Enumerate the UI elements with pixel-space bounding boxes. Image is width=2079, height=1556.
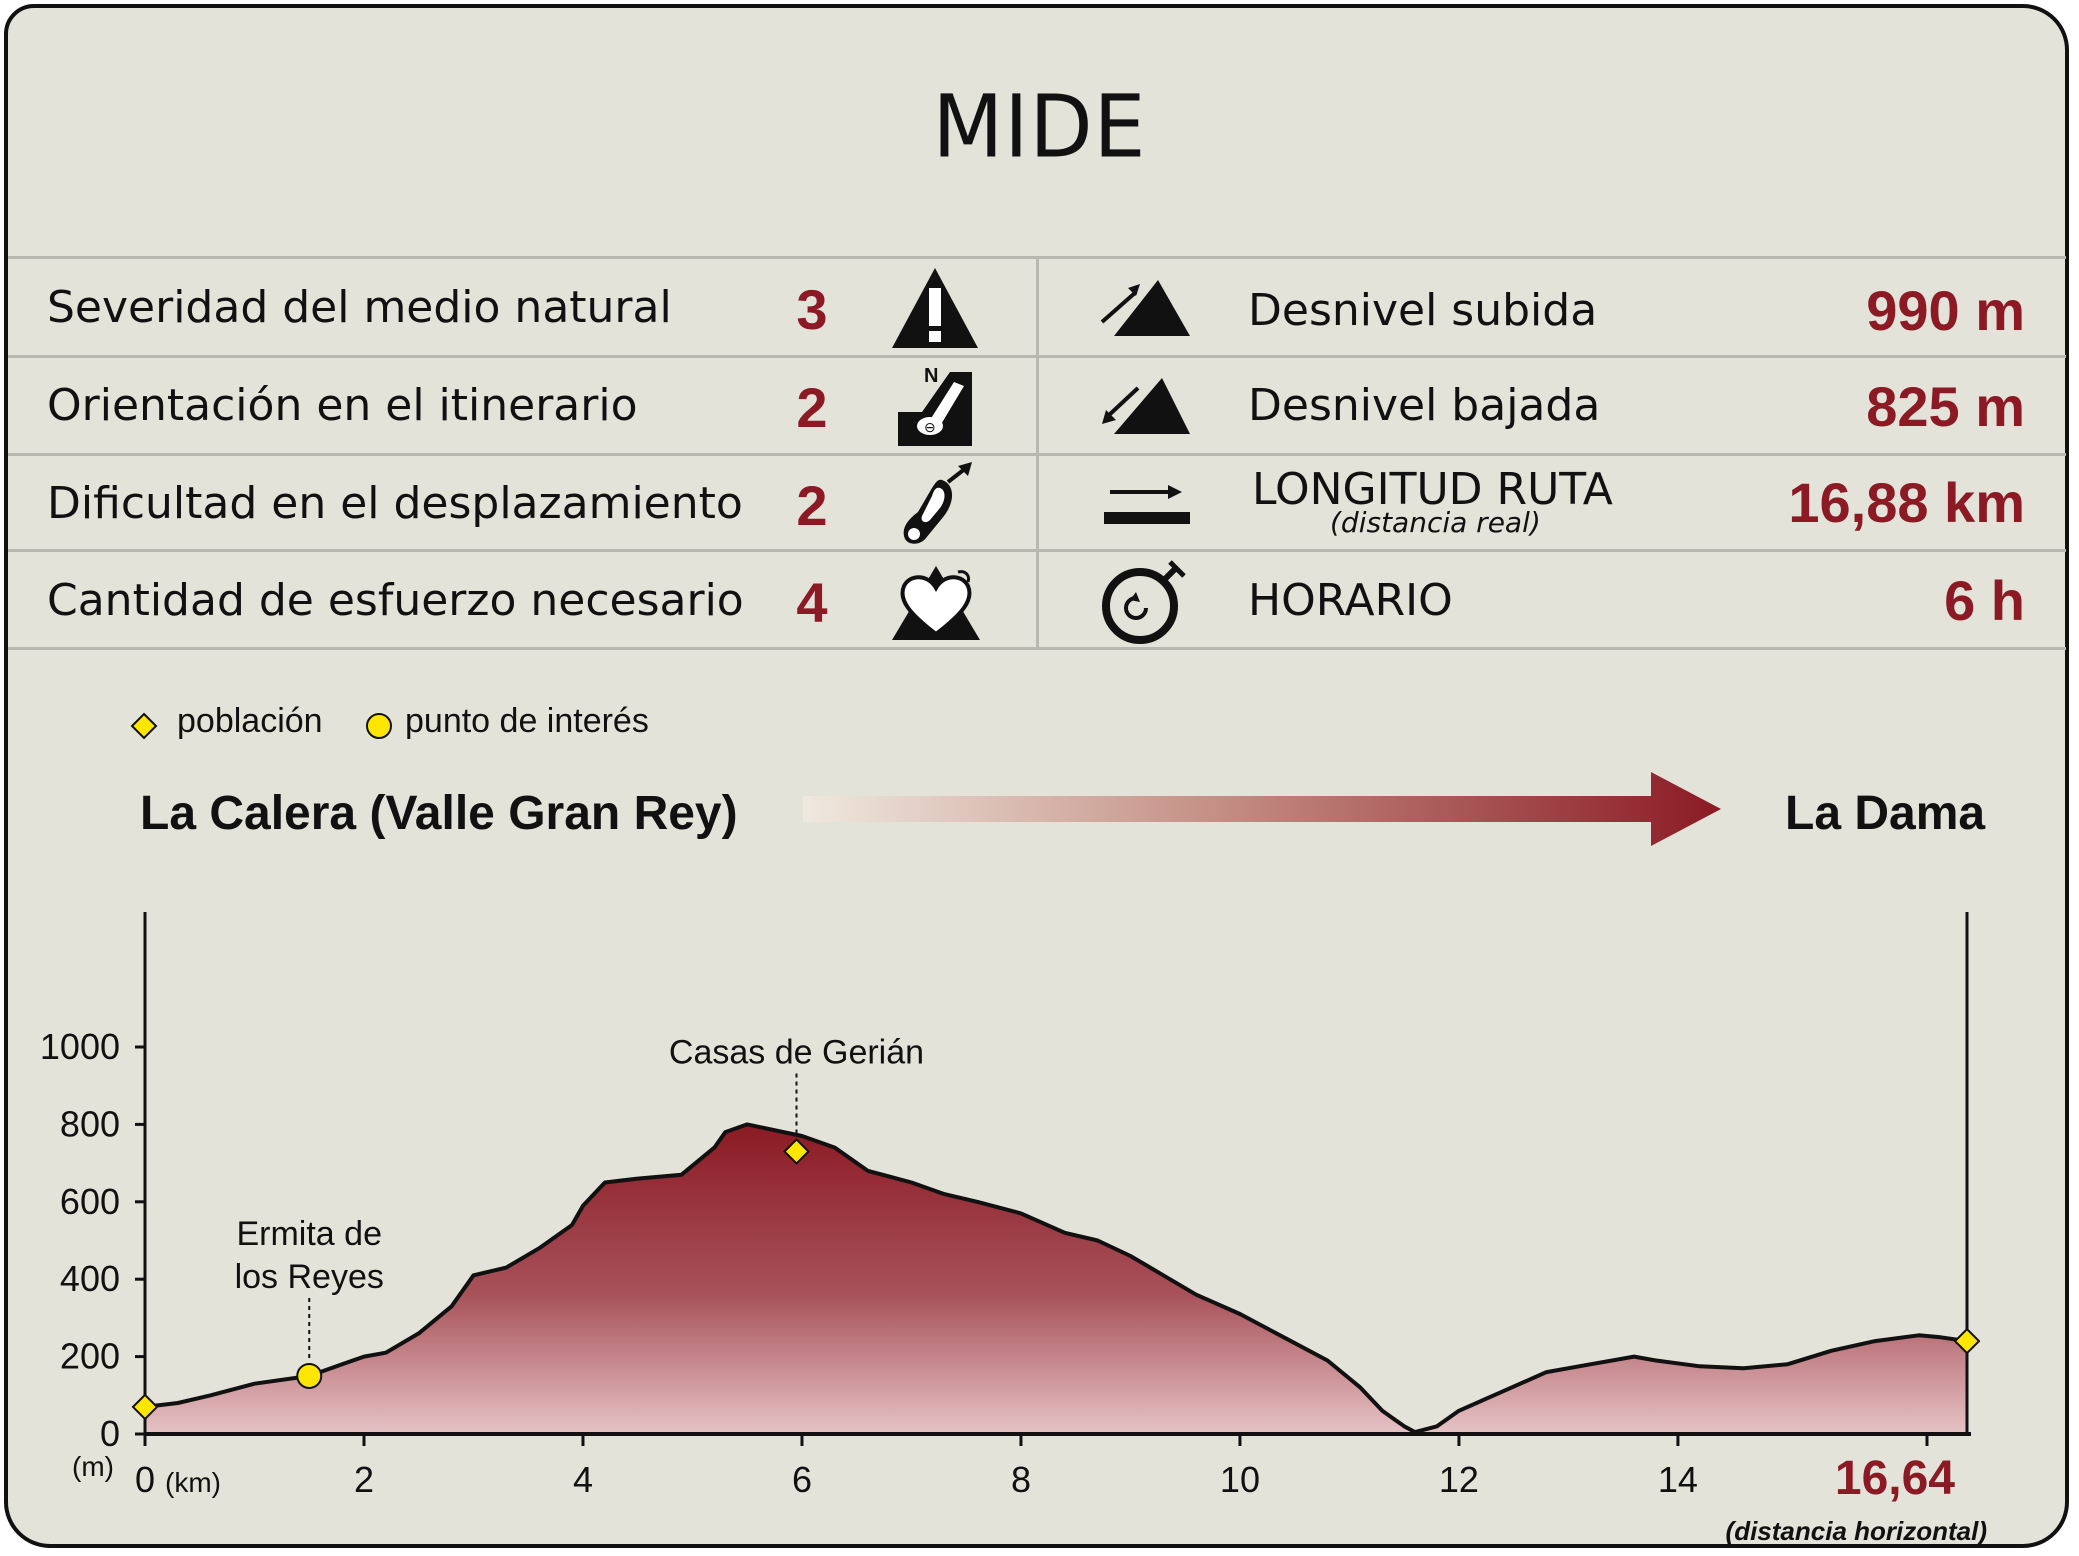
warning-triangle-icon bbox=[892, 268, 978, 348]
svg-text:⊖: ⊖ bbox=[924, 419, 936, 435]
row-value-severidad: 3 bbox=[796, 278, 828, 341]
stat-label-longitud: LONGITUD RUTA bbox=[1252, 464, 1613, 515]
x-end-caption: (distancia horizontal) bbox=[1726, 1516, 1987, 1546]
x-tick-label: 2 bbox=[354, 1459, 374, 1500]
y-tick-label: 800 bbox=[60, 1103, 120, 1144]
route-start: La Calera (Valle Gran Rey) bbox=[140, 787, 738, 840]
town-marker bbox=[1953, 1327, 1981, 1355]
stat-label-subida: Desnivel subida bbox=[1248, 285, 1598, 336]
row-value-esfuerzo: 4 bbox=[796, 571, 828, 634]
x-tick-label: 14 bbox=[1658, 1459, 1698, 1500]
route-end: La Dama bbox=[1785, 787, 1986, 840]
x-tick-label: 6 bbox=[792, 1459, 812, 1500]
x-tick-label: 8 bbox=[1011, 1459, 1031, 1500]
stat-sublabel-longitud: (distancia real) bbox=[1330, 506, 1541, 539]
row-label-esfuerzo: Cantidad de esfuerzo necesario bbox=[47, 575, 744, 626]
stat-label-horario: HORARIO bbox=[1248, 575, 1453, 626]
row-value-orientacion: 2 bbox=[796, 376, 828, 439]
x-tick-label: 12 bbox=[1439, 1459, 1479, 1500]
y-tick-label: 200 bbox=[60, 1336, 120, 1377]
x-tick-label: 4 bbox=[573, 1459, 593, 1500]
town-marker-icon bbox=[130, 712, 158, 740]
direction-arrow-icon bbox=[803, 772, 1721, 846]
table-column-divider bbox=[1036, 257, 1039, 649]
town-marker bbox=[131, 1393, 159, 1421]
row-value-dificultad: 2 bbox=[796, 474, 828, 537]
descent-icon bbox=[1102, 378, 1190, 434]
y-axis-unit: (m) bbox=[72, 1451, 114, 1482]
footprint-icon bbox=[903, 462, 972, 544]
stat-label-bajada: Desnivel bajada bbox=[1248, 380, 1601, 431]
poi-label: Casas de Gerián bbox=[669, 1033, 924, 1071]
elevation-area bbox=[145, 1124, 1967, 1434]
legend-town-label: población bbox=[177, 702, 323, 740]
town-marker bbox=[783, 1138, 810, 1165]
y-tick-label: 400 bbox=[60, 1258, 120, 1299]
stat-value-horario: 6 h bbox=[1944, 569, 2025, 632]
x-tick-label: 10 bbox=[1220, 1459, 1260, 1500]
row-label-orientacion: Orientación en el itinerario bbox=[47, 380, 638, 431]
legend-poi-label: punto de interés bbox=[405, 702, 649, 740]
x-end-label: 16,64 bbox=[1835, 1452, 1955, 1505]
stopwatch-icon bbox=[1102, 560, 1186, 644]
poi-marker bbox=[296, 1362, 323, 1389]
x-tick-label: 0 bbox=[135, 1459, 155, 1500]
poi-marker-icon bbox=[366, 713, 392, 739]
svg-text:N: N bbox=[924, 365, 938, 387]
y-tick-label: 600 bbox=[60, 1181, 120, 1222]
row-label-dificultad: Dificultad en el desplazamiento bbox=[47, 478, 743, 529]
poi-label: los Reyes bbox=[235, 1258, 384, 1296]
heart-mountain-icon bbox=[892, 566, 980, 640]
y-tick-label: 0 bbox=[100, 1413, 120, 1454]
poi-label: Ermita de bbox=[236, 1215, 382, 1253]
stat-value-subida: 990 m bbox=[1866, 279, 2025, 342]
compass-orientation-icon: N ⊖ bbox=[898, 365, 972, 446]
y-tick-label: 1000 bbox=[40, 1026, 120, 1067]
x-axis-unit: (km) bbox=[165, 1467, 221, 1498]
page-title: MIDE bbox=[932, 77, 1147, 178]
row-label-severidad: Severidad del medio natural bbox=[47, 282, 672, 333]
stat-value-bajada: 825 m bbox=[1866, 375, 2025, 438]
elevation-line bbox=[144, 1122, 1968, 1435]
route-length-icon bbox=[1104, 485, 1190, 524]
ascent-icon bbox=[1100, 280, 1190, 336]
stat-value-longitud: 16,88 km bbox=[1788, 471, 2025, 534]
